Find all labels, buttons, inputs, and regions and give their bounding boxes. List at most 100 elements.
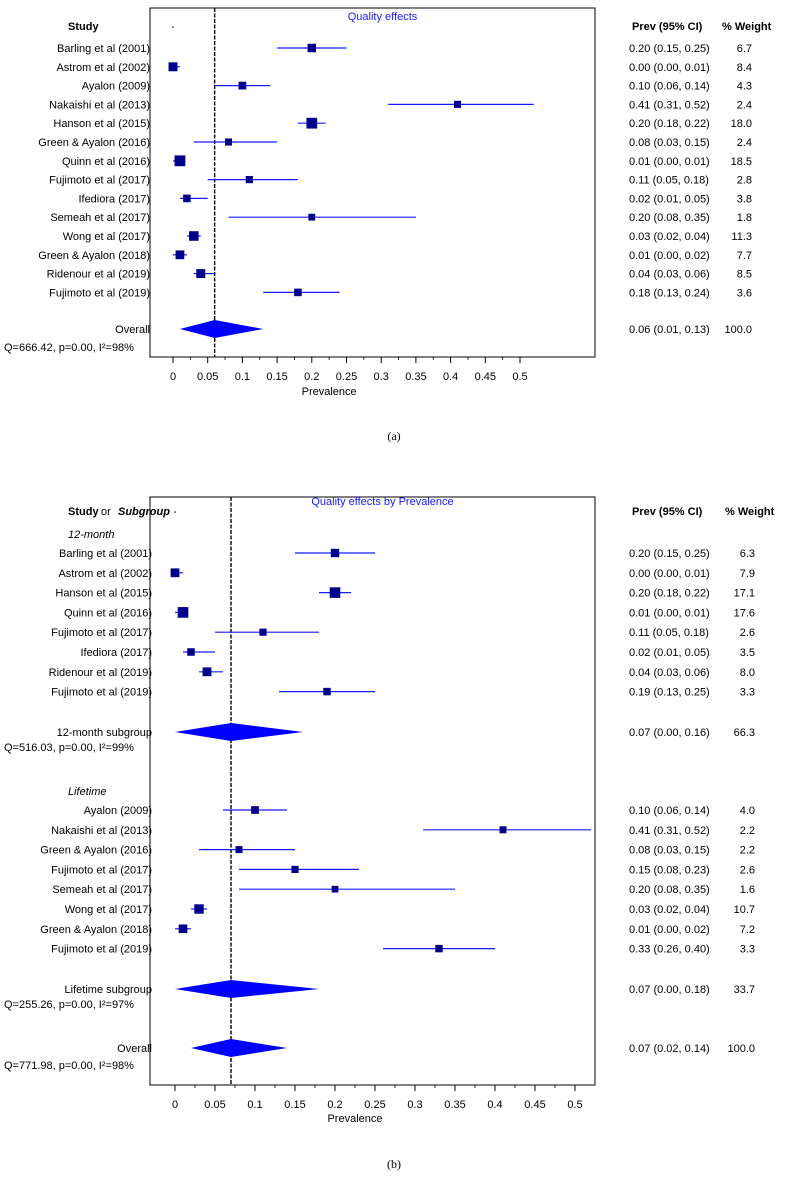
panel-a-study-row-2: Ayalon (2009) 0.10 (0.06, 0.14) 4.3: [82, 81, 752, 93]
panel-b-subgroup-1-weight-text: 33.7: [734, 984, 755, 996]
weight-text: 4.3: [737, 81, 752, 93]
panel-a-tick-label: 0.2: [304, 371, 319, 383]
estimate-marker: [174, 155, 186, 167]
panel-a-xlabel: Prevalence: [302, 386, 357, 398]
panel-b-tick-label: 0.2: [327, 1099, 342, 1111]
panel-b-study-row-0: Barling et al (2001) 0.20 (0.15, 0.25) 6.3: [59, 548, 755, 560]
panel-b-subgroup-0: 12-month subgroup 0.07 (0.00, 0.16) 66.3 Q=…: [4, 723, 755, 754]
panel-a-study-row-13: Fujimoto et al (2019) 0.18 (0.13, 0.24) 3.…: [49, 287, 752, 299]
panel-a-header-prev: Prev (95% CI): [632, 21, 703, 33]
panel-a-overall: Overall 0.06 (0.01, 0.13) 100.0 Q=666.42, p…: [4, 320, 752, 354]
weight-text: 6.7: [737, 43, 752, 55]
panel-b-study-row-14: Semeah et al (2017) 0.20 (0.08, 0.35) 1.6: [52, 884, 755, 896]
panel-b-tick-label: 0: [172, 1099, 178, 1111]
panel-b-subgroup-0-diamond: [175, 723, 303, 741]
panel-a-tick-label: 0.05: [197, 371, 218, 383]
estimate-marker: [175, 250, 185, 260]
ci-text: 0.08 (0.03, 0.15): [629, 137, 710, 149]
estimate-marker: [238, 81, 247, 90]
panel-b-study-row-11: Nakaishi et al (2013) 0.41 (0.31, 0.52) 2.…: [51, 825, 755, 837]
ci-text: 0.11 (0.05, 0.18): [629, 175, 709, 187]
weight-text: 8.5: [737, 269, 752, 281]
ci-text: 0.04 (0.03, 0.06): [629, 269, 710, 281]
panel-a-study-row-8: Ifediora (2017) 0.02 (0.01, 0.05) 3.8: [78, 193, 752, 205]
panel-b-study-row-3: Quinn et al (2016) 0.01 (0.00, 0.01) 17.6: [64, 607, 755, 619]
ci-text: 0.20 (0.08, 0.35): [629, 212, 710, 224]
panel-a-overall-weight-text: 100.0: [724, 324, 752, 336]
panel-a-study-row-7: Fujimoto et al (2017) 0.11 (0.05, 0.18) 2.…: [49, 175, 752, 187]
panel-a-study-row-3: Nakaishi et al (2013) 0.41 (0.31, 0.52) 2.…: [49, 99, 752, 111]
panel-a-overall-label: Overall: [115, 324, 150, 336]
study-label: Nakaishi et al (2013): [51, 825, 152, 837]
study-label: Semeah et al (2017): [50, 212, 150, 224]
study-label: Green & Ayalon (2016): [40, 845, 152, 857]
estimate-marker: [168, 62, 178, 72]
weight-text: 17.6: [734, 607, 755, 619]
estimate-marker: [183, 194, 191, 203]
study-label: Astrom et al (2002): [56, 62, 150, 74]
panel-b-overall-label: Overall: [117, 1043, 152, 1055]
weight-text: 6.3: [740, 548, 755, 560]
ci-text: 0.20 (0.08, 0.35): [629, 884, 710, 896]
panel-a-tick-label: 0.15: [266, 371, 287, 383]
study-label: Wong et al (2017): [65, 904, 152, 916]
ci-text: 0.20 (0.18, 0.22): [629, 118, 710, 130]
ci-text: 0.02 (0.01, 0.05): [629, 647, 710, 659]
estimate-marker: [194, 904, 204, 914]
panel-b-study-row-2: Hanson et al (2015) 0.20 (0.18, 0.22) 17.1: [55, 587, 755, 600]
ci-text: 0.11 (0.05, 0.18): [629, 627, 709, 639]
panel-b-tick-label: 0.1: [247, 1099, 262, 1111]
estimate-marker: [189, 231, 199, 241]
panel-b-plot-frame: [149, 496, 596, 1086]
study-label: Ridenour et al (2019): [49, 667, 152, 679]
study-label: Ridenour et al (2019): [47, 269, 150, 281]
panel-b-tick-label: 0.3: [407, 1099, 422, 1111]
panel-b-subgroup-0-ci-text: 0.07 (0.00, 0.16): [629, 727, 710, 739]
panel-b-subgroup-1-heterogeneity-stat: Q=255.26, p=0.00, I²=97%: [4, 999, 134, 1011]
panel-a-study-row-0: Barling et al (2001) 0.20 (0.15, 0.25) 6.7: [57, 43, 752, 55]
ci-text: 0.04 (0.03, 0.06): [629, 667, 710, 679]
estimate-marker: [235, 846, 243, 854]
panel-a-study-row-9: Semeah et al (2017) 0.20 (0.08, 0.35) 1.8: [50, 212, 752, 224]
ci-text: 0.15 (0.08, 0.23): [629, 864, 710, 876]
study-label: Fujimoto et al (2019): [49, 287, 150, 299]
ci-text: 0.01 (0.00, 0.02): [629, 924, 710, 936]
panel-a-tick-label: 0: [170, 371, 176, 383]
panel-a-tick-label: 0.3: [374, 371, 389, 383]
estimate-marker: [196, 269, 206, 279]
study-label: Ifediora (2017): [78, 193, 150, 205]
panel-b-tick-label: 0.4: [487, 1099, 502, 1111]
weight-text: 10.7: [734, 904, 755, 916]
weight-text: 18.5: [731, 156, 752, 168]
panel-a-caption: (a): [387, 429, 400, 443]
panel-a-tick-label: 0.1: [235, 371, 250, 383]
weight-text: 2.8: [737, 175, 752, 187]
panel-a-tick-label: 0.25: [336, 371, 357, 383]
panel-b-xlabel: Prevalence: [327, 1113, 382, 1125]
estimate-marker: [294, 288, 302, 297]
panel-b-subgroup-0-label: 12-month subgroup: [57, 727, 152, 739]
panel-b-subgroup-0-weight-text: 66.3: [734, 727, 755, 739]
weight-text: 2.2: [740, 825, 755, 837]
weight-text: 11.3: [731, 231, 752, 243]
estimate-marker: [178, 924, 188, 934]
weight-text: 7.2: [740, 924, 755, 936]
panel-b-subgroup-0-heterogeneity-stat: Q=516.03, p=0.00, I²=99%: [4, 742, 134, 754]
weight-text: 2.6: [740, 864, 755, 876]
estimate-marker: [330, 548, 340, 558]
ci-text: 0.18 (0.13, 0.24): [629, 287, 710, 299]
ci-text: 0.19 (0.13, 0.25): [629, 687, 710, 699]
panel-b-overall: Overall 0.07 (0.02, 0.14) 100.0 Q=771.98, p…: [4, 1039, 755, 1072]
panel-b-study-row-12: Green & Ayalon (2016) 0.08 (0.03, 0.15) 2.…: [40, 845, 755, 857]
ci-text: 0.00 (0.00, 0.01): [629, 568, 710, 580]
weight-text: 1.8: [737, 212, 752, 224]
panel-b-header-weight: % Weight: [725, 506, 775, 518]
study-label: Quinn et al (2016): [62, 156, 150, 168]
panel-b-subgroup-1-label: Lifetime subgroup: [65, 984, 152, 996]
ci-text: 0.10 (0.06, 0.14): [629, 805, 710, 817]
estimate-marker: [170, 568, 180, 578]
weight-text: 2.4: [737, 137, 752, 149]
panel-a-study-row-10: Wong et al (2017) 0.03 (0.02, 0.04) 11.3: [63, 231, 752, 243]
panel-b-title: Quality effects by Prevalence: [311, 496, 453, 508]
panel-b-header-subgroup: Subgroup: [118, 506, 170, 518]
